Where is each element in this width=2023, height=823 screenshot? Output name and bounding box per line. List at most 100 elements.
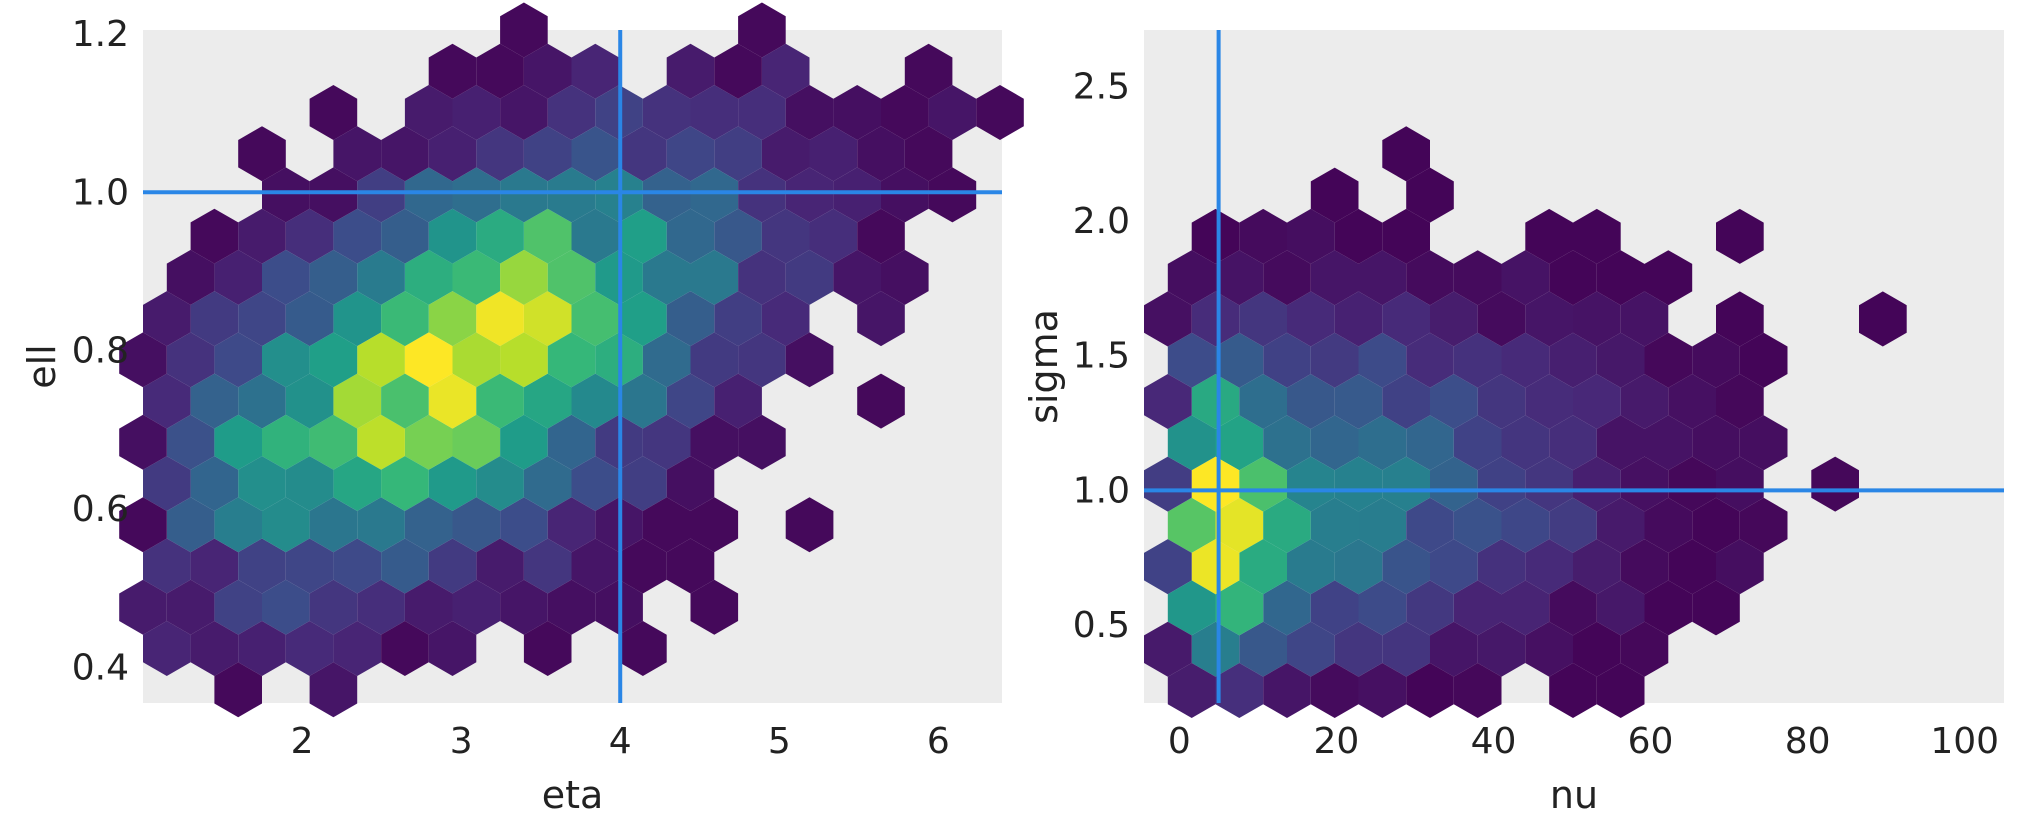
- hexbin-cell: [1382, 456, 1430, 512]
- hexbin-cell: [476, 538, 524, 594]
- hexbin-cell: [333, 538, 382, 594]
- hexbin-cell: [547, 579, 596, 635]
- hexbin-cell: [571, 208, 620, 264]
- hexbin-cell: [119, 332, 167, 388]
- hexbin-cell: [428, 291, 477, 347]
- hexbin-cell: [1334, 621, 1383, 677]
- hexbin-cell: [1263, 497, 1311, 553]
- hexbin-cell: [428, 373, 477, 429]
- hexbin-cell: [714, 373, 762, 429]
- hexbin-cell: [262, 414, 310, 470]
- hexbin-cell: [1382, 539, 1430, 595]
- y-tick-label: 0.5: [1073, 605, 1130, 646]
- hexbin-cell: [1287, 456, 1335, 512]
- hexbin-cell: [1287, 291, 1335, 347]
- hexbin-cell: [285, 456, 334, 511]
- hexbin-cell: [1430, 291, 1478, 347]
- hexbin-cell: [1144, 291, 1192, 347]
- hexbin-cell: [428, 43, 477, 99]
- hexbin-cell: [1191, 208, 1240, 264]
- hexbin-cell: [381, 208, 429, 264]
- hexbin-cell: [214, 414, 262, 470]
- hexbin-cell: [1739, 497, 1788, 553]
- hexbin-cell: [714, 43, 762, 99]
- hexbin-cell: [1167, 580, 1216, 636]
- hexbin-cell: [714, 208, 762, 264]
- hexbin-cell: [166, 249, 215, 305]
- x-tick-label: 6: [927, 721, 950, 762]
- hexbin-cell: [500, 497, 548, 553]
- hexbin-cell: [619, 126, 667, 182]
- hexbin-cell: [1453, 332, 1502, 388]
- hexbin-cell: [1549, 497, 1597, 553]
- hexbin-cell: [1358, 250, 1407, 306]
- hexbin-cell: [1453, 415, 1502, 471]
- hexbin-cell: [1668, 456, 1716, 512]
- hexbin-cell: [428, 126, 477, 182]
- hexbin-cell: [1620, 621, 1669, 677]
- hexbin-cell: [381, 456, 429, 511]
- hexbin-cell: [1501, 415, 1550, 471]
- x-tick-label: 3: [450, 721, 473, 762]
- hexbin-cell: [571, 373, 620, 429]
- hexbin-cell: [119, 579, 167, 635]
- hexbin-cell: [1191, 539, 1240, 595]
- right-hexbin-cells: [1144, 126, 1907, 718]
- hexbin-cell: [761, 291, 810, 347]
- hexbin-cell: [857, 291, 905, 347]
- hexbin-cell: [1549, 332, 1597, 388]
- left-x-axis-label: eta: [542, 773, 604, 817]
- hexbin-cell: [333, 373, 382, 429]
- y-tick-label: 1.2: [72, 14, 129, 55]
- hexbin-cell: [809, 208, 858, 264]
- hexbin-cell: [1525, 374, 1573, 429]
- hexbin-cell: [190, 621, 239, 676]
- hexbin-cell: [523, 43, 572, 99]
- x-tick-label: 2: [291, 721, 314, 762]
- hexbin-cell: [547, 414, 596, 470]
- hexbin-cell: [1573, 374, 1621, 429]
- hexbin-cell: [1596, 580, 1645, 636]
- hexbin-cell: [476, 126, 524, 182]
- hexbin-cell: [500, 579, 548, 635]
- hexbin-cell: [333, 291, 382, 347]
- hexbin-cell: [1144, 456, 1192, 512]
- hexbin-cell: [976, 85, 1024, 140]
- hexbin-cell: [428, 208, 477, 264]
- hexbin-cell: [452, 497, 501, 553]
- x-tick-label: 40: [1471, 721, 1517, 762]
- hexbin-cell: [357, 497, 405, 553]
- hexbin-cell: [785, 167, 834, 223]
- hexbin-cell: [476, 43, 524, 99]
- hexbin-cell: [904, 43, 953, 99]
- hexbin-cell: [881, 85, 929, 140]
- hexbin-cell: [1263, 332, 1311, 388]
- hexbin-cell: [1596, 415, 1645, 471]
- hexbin-cell: [1382, 126, 1430, 182]
- hexbin-cell: [1310, 497, 1359, 553]
- hexbin-cell: [166, 414, 215, 470]
- hexbin-cell: [761, 126, 810, 182]
- hexbin-cell: [1549, 250, 1597, 306]
- right-y-tick-labels: 0.5 1.0 1.5 2.0 2.5: [1073, 67, 1130, 646]
- hexbin-cell: [214, 249, 262, 305]
- x-tick-label: 20: [1314, 721, 1360, 762]
- hexbin-cell: [404, 167, 453, 223]
- hexbin-cell: [1287, 208, 1335, 264]
- hexbin-cell: [785, 85, 834, 140]
- hexbin-cell: [381, 538, 429, 594]
- hexbin-cell: [1215, 250, 1264, 306]
- hexbin-cell: [1596, 663, 1645, 718]
- hexbin-cell: [1644, 497, 1693, 553]
- hexbin-cell: [1525, 208, 1573, 264]
- hexbin-cell: [1334, 208, 1383, 264]
- hexbin-cell: [1644, 580, 1693, 636]
- hexbin-cell: [1406, 497, 1454, 553]
- hexbin-cell: [404, 414, 453, 470]
- hexbin-cell: [1644, 250, 1693, 306]
- hexbin-cell: [1668, 374, 1716, 429]
- hexbin-cell: [190, 208, 239, 264]
- hexbin-cell: [1382, 374, 1430, 429]
- hexbin-cell: [1287, 374, 1335, 429]
- hexbin-cell: [262, 579, 310, 635]
